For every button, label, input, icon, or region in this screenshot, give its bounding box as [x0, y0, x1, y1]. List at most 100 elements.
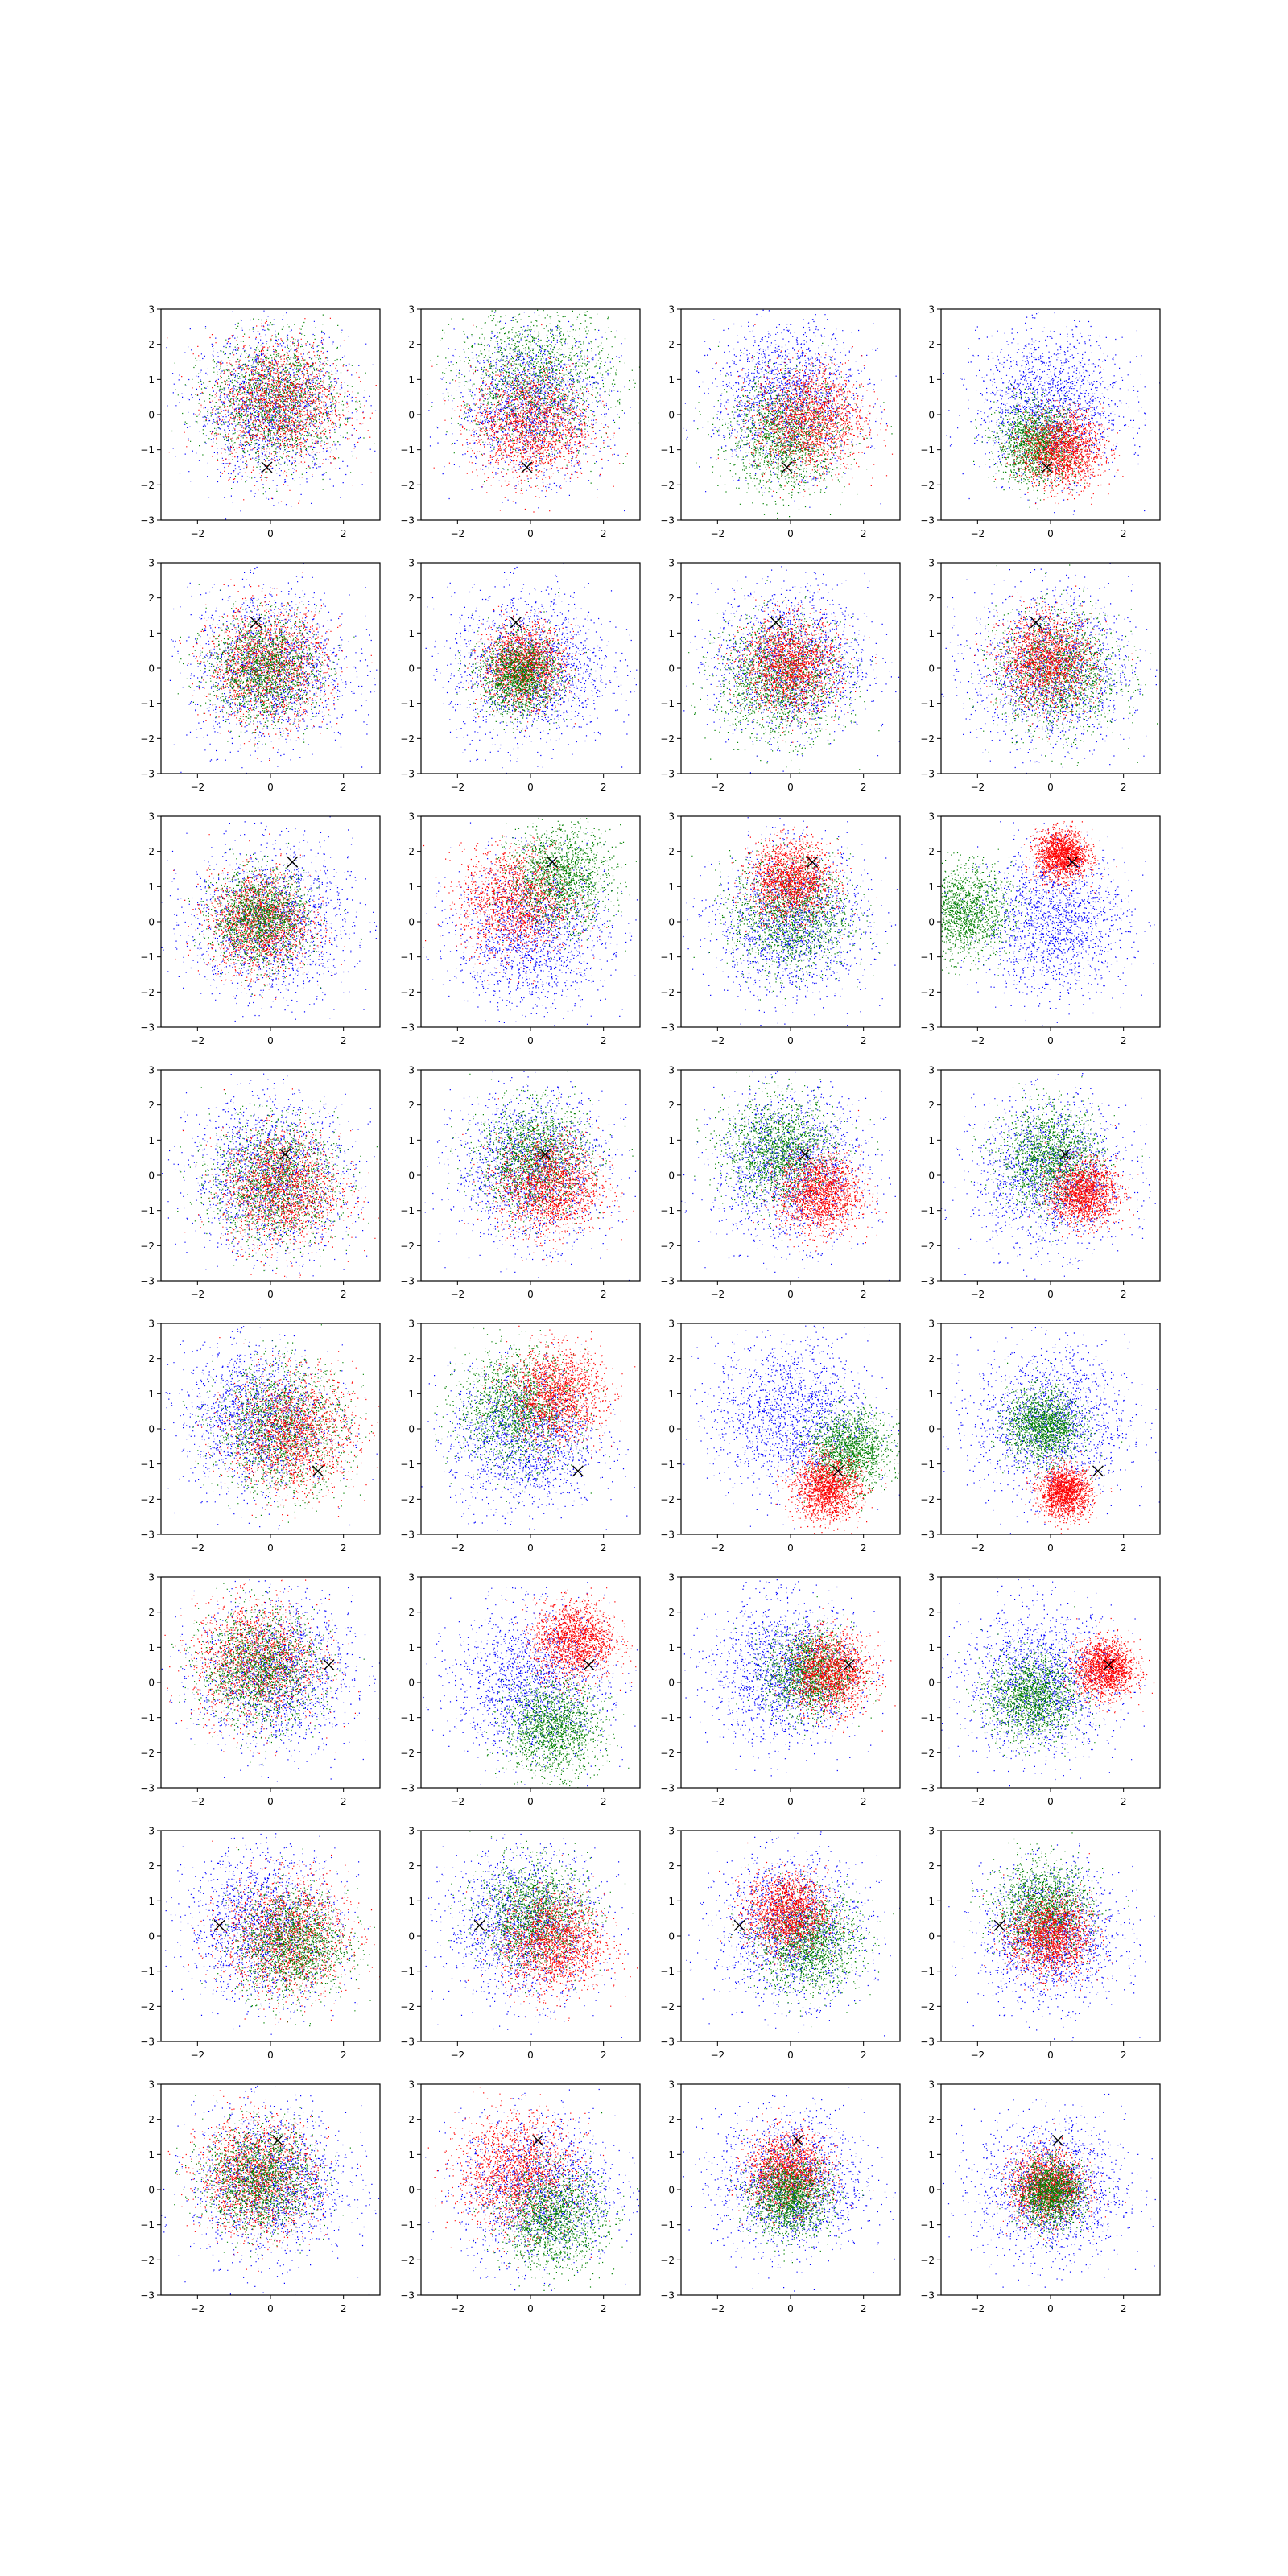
y-tick-label: −1	[920, 1966, 935, 1977]
y-tick-label: 1	[408, 1135, 415, 1146]
y-tick-label: 2	[668, 1353, 675, 1364]
x-tick-label: 0	[267, 1796, 274, 1807]
x-tick-label: 2	[601, 1289, 607, 1300]
series-green	[696, 342, 893, 520]
series-blue	[166, 310, 377, 520]
x-tick-label: −2	[710, 1542, 724, 1554]
series-blue	[169, 563, 380, 774]
y-tick-label: 0	[408, 1170, 415, 1182]
axes-frame	[940, 308, 1161, 521]
x-tick-label: −2	[190, 782, 204, 793]
y-tick-label: −2	[920, 2001, 935, 2013]
x-marker	[1103, 1659, 1115, 1671]
subplot-r0-c0: −2 0 2 −3 −2 −1 0 1 2 3	[140, 304, 381, 539]
series-red	[994, 366, 1129, 505]
y-tick-label: 2	[408, 1860, 415, 1872]
series-green	[989, 1362, 1123, 1481]
scatter-points	[161, 1579, 380, 1782]
scatter-points	[456, 592, 592, 733]
y-tick-label: −1	[140, 444, 155, 456]
y-tick-label: −3	[660, 2037, 675, 2048]
series-red	[164, 1579, 360, 1756]
y-tick-label: −3	[140, 2290, 155, 2301]
y-tick-label: 1	[668, 1389, 675, 1400]
x-tick-label: 0	[1047, 1035, 1054, 1046]
series-green	[448, 1831, 634, 1994]
y-tick-label: 1	[148, 374, 155, 386]
scatter-points	[970, 1076, 1143, 1242]
y-tick-label: 0	[148, 1424, 155, 1435]
scatter-points	[431, 324, 628, 513]
series-red	[974, 585, 1133, 740]
y-tick-label: 3	[148, 1572, 155, 1583]
y-tick-label: −2	[400, 733, 415, 745]
scatter-points	[683, 566, 900, 774]
y-tick-label: 2	[408, 846, 415, 857]
y-tick-label: −2	[660, 2255, 675, 2266]
x-tick-label: 2	[341, 1796, 347, 1807]
y-tick-label: −2	[140, 733, 155, 745]
y-tick-label: −2	[920, 1748, 935, 1759]
y-tick-label: 0	[928, 410, 935, 421]
y-tick-label: 2	[928, 1860, 935, 1872]
y-tick-label: 0	[928, 1678, 935, 1689]
x-marker	[1067, 856, 1079, 868]
x-tick-label: 2	[861, 2303, 867, 2314]
scatter-points	[421, 1344, 635, 1531]
y-tick-label: −1	[660, 444, 675, 456]
x-tick-label: 0	[527, 1035, 534, 1046]
y-tick-label: 0	[408, 1931, 415, 1942]
y-tick-label: 3	[148, 1319, 155, 1330]
y-tick-label: 2	[148, 339, 155, 350]
subplot-r6-c2: −2 0 2 −3 −2 −1 0 1 2 3	[660, 1826, 901, 2061]
y-tick-label: 2	[408, 592, 415, 604]
scatter-points	[167, 2090, 361, 2272]
x-tick-label: 0	[1047, 782, 1054, 793]
y-tick-label: −2	[400, 1748, 415, 1759]
scatter-points	[729, 1861, 900, 2028]
x-tick-label: −2	[710, 2050, 724, 2061]
series-blue	[683, 817, 898, 1027]
scatter-points	[751, 1109, 887, 1253]
series-red	[462, 1097, 634, 1263]
y-tick-label: −3	[400, 769, 415, 780]
x-tick-label: −2	[450, 782, 464, 793]
y-tick-label: −1	[660, 1712, 675, 1724]
series-red	[506, 1587, 637, 1702]
subplot-r7-c2: −2 0 2 −3 −2 −1 0 1 2 3	[660, 2079, 901, 2314]
y-tick-label: 0	[148, 1170, 155, 1182]
y-tick-label: −3	[920, 769, 935, 780]
y-tick-label: 1	[668, 1642, 675, 1653]
x-tick-label: 0	[267, 782, 274, 793]
y-tick-label: 0	[668, 1424, 675, 1435]
x-tick-label: −2	[710, 1796, 724, 1807]
y-tick-label: 3	[408, 811, 415, 823]
y-tick-label: −2	[920, 987, 935, 998]
x-tick-label: 0	[267, 528, 274, 539]
y-tick-label: 2	[148, 1860, 155, 1872]
scatter-points	[165, 1833, 369, 2035]
y-tick-label: 3	[928, 1826, 935, 1837]
scatter-points	[968, 1832, 1129, 1987]
axes-frame	[160, 1323, 381, 1535]
scatter-points	[728, 2132, 864, 2264]
subplot-r1-c0: −2 0 2 −3 −2 −1 0 1 2 3	[140, 558, 381, 793]
y-tick-label: −3	[400, 2290, 415, 2301]
y-tick-label: 3	[408, 304, 415, 316]
x-marker	[993, 1919, 1005, 1931]
y-tick-label: −1	[660, 952, 675, 963]
y-tick-label: −2	[660, 2001, 675, 2013]
y-tick-label: 2	[668, 1100, 675, 1111]
y-tick-label: 1	[668, 628, 675, 639]
y-tick-label: 2	[148, 2114, 155, 2125]
y-tick-label: −1	[920, 1712, 935, 1724]
x-marker	[792, 2134, 804, 2146]
x-tick-label: −2	[970, 1035, 985, 1046]
y-tick-label: 3	[408, 1572, 415, 1583]
x-tick-label: 0	[527, 2050, 534, 2061]
y-tick-label: −2	[920, 2255, 935, 2266]
y-tick-label: 0	[148, 917, 155, 928]
x-marker	[532, 2134, 544, 2146]
scatter-points	[966, 564, 1158, 766]
axes-frame	[680, 815, 901, 1028]
